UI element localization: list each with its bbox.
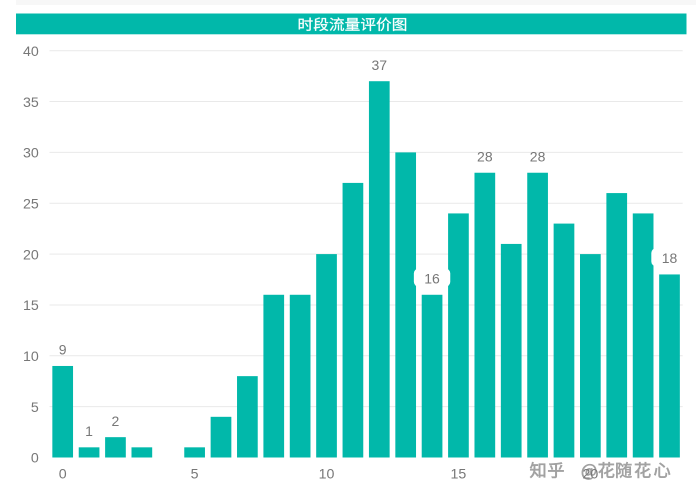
svg-text:25: 25: [23, 196, 39, 212]
svg-text:1: 1: [85, 423, 93, 439]
svg-text:0: 0: [31, 451, 39, 467]
svg-text:28: 28: [530, 148, 546, 164]
svg-text:15: 15: [23, 298, 39, 314]
svg-text:5: 5: [191, 467, 199, 483]
svg-text:10: 10: [23, 349, 39, 365]
svg-text:10: 10: [319, 467, 335, 483]
svg-text:20: 20: [23, 247, 39, 263]
svg-text:20: 20: [582, 467, 598, 483]
svg-text:40: 40: [23, 44, 39, 60]
svg-text:9: 9: [59, 342, 67, 358]
svg-text:35: 35: [23, 95, 39, 111]
svg-text:18: 18: [662, 250, 678, 266]
svg-text:2: 2: [112, 413, 120, 429]
svg-text:0: 0: [59, 467, 67, 483]
svg-text:15: 15: [451, 467, 467, 483]
svg-text:37: 37: [372, 57, 388, 73]
svg-text:16: 16: [424, 270, 440, 286]
svg-text:30: 30: [23, 146, 39, 162]
svg-text:28: 28: [477, 148, 493, 164]
svg-text:5: 5: [31, 400, 39, 416]
